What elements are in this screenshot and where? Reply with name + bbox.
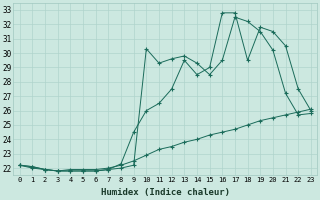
X-axis label: Humidex (Indice chaleur): Humidex (Indice chaleur) <box>101 188 230 197</box>
